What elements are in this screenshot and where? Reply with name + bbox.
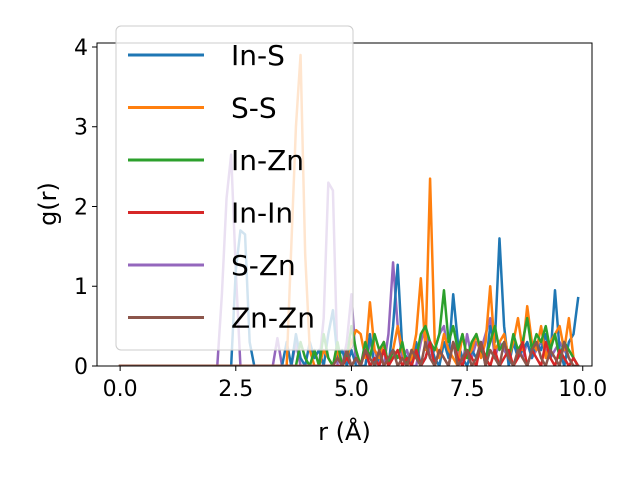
legend-label-in-s: In-S xyxy=(231,39,285,72)
series-line-zn-zn xyxy=(118,340,580,366)
x-tick-label: 2.5 xyxy=(218,377,253,402)
y-tick-label: 0 xyxy=(74,355,88,380)
x-axis-ticks: 0.0 2.5 5.0 7.5 10.0 xyxy=(103,366,607,402)
series-layer xyxy=(118,53,580,366)
x-tick-label: 5.0 xyxy=(334,377,369,402)
series-line-in-in xyxy=(118,340,580,366)
y-tick-label: 1 xyxy=(74,275,88,300)
legend-label-s-zn: S-Zn xyxy=(231,249,296,282)
y-axis-ticks: 0 1 2 3 4 xyxy=(74,36,97,380)
legend-label-zn-zn: Zn-Zn xyxy=(231,302,315,335)
x-tick-label: 10.0 xyxy=(558,377,607,402)
y-tick-label: 2 xyxy=(74,195,88,220)
legend-label-in-zn: In-Zn xyxy=(231,144,304,177)
x-tick-label: 0.0 xyxy=(103,377,138,402)
y-tick-label: 3 xyxy=(74,116,88,141)
y-axis-label: g(r) xyxy=(34,182,62,226)
legend-label-in-in: In-In xyxy=(231,197,293,230)
x-axis-label: r (Å) xyxy=(318,417,371,446)
x-tick-label: 7.5 xyxy=(450,377,485,402)
y-tick-label: 4 xyxy=(74,36,88,61)
legend: In-S S-S In-Zn In-In S-Zn Zn-Zn xyxy=(115,25,354,351)
legend-label-s-s: S-S xyxy=(231,92,277,125)
